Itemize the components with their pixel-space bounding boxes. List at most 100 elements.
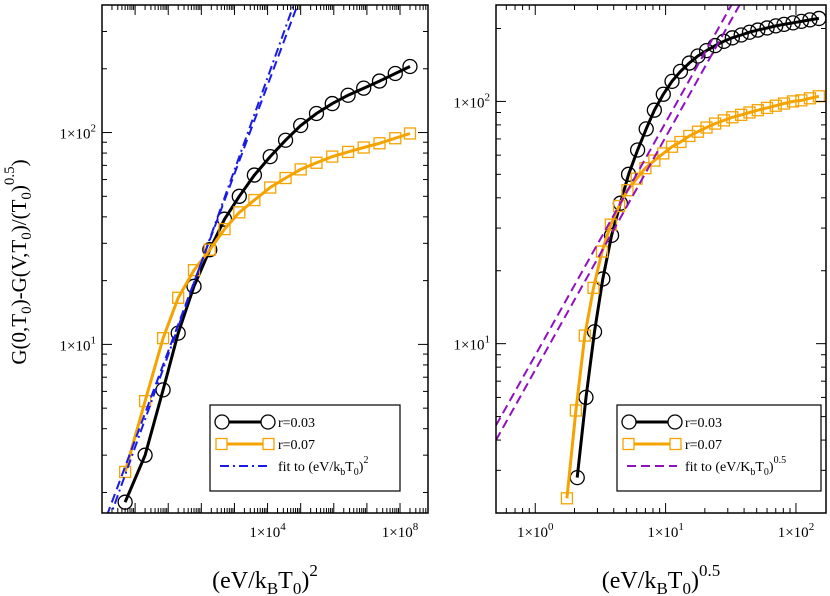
left-legend-label: r=0.07 (278, 438, 315, 453)
right-y-tick-label: 1×102 (454, 91, 490, 111)
right-data-point-square (786, 95, 800, 108)
right-data-point-square (769, 99, 782, 112)
left-data-point-square (172, 291, 185, 304)
right-legend-label: r=0.03 (685, 416, 722, 431)
right-data-point-circle (793, 13, 810, 30)
right-x-axis-label: (eV/kBT0)0.5 (602, 561, 720, 596)
right-data-point-circle (733, 27, 749, 43)
left-data-point-square (357, 141, 370, 154)
right-data-point-square (803, 92, 817, 105)
left-panel: 1×104 1×108 1×101 1×102 r=0.03 r=0.07 fit to … (60, 4, 429, 541)
left-data-point-square (156, 332, 170, 345)
right-data-point-square (760, 101, 774, 115)
left-x-tick-label: 1×108 (382, 521, 419, 541)
right-data-point-square (587, 281, 600, 294)
right-data-point-square (709, 117, 722, 130)
right-y-tick-label: 1×101 (454, 334, 490, 354)
left-x-tick-label: 1×104 (249, 521, 286, 541)
right-data-point-circle (578, 389, 594, 406)
left-data-point-square (118, 465, 132, 479)
right-series-line-3 (496, 5, 733, 426)
right-data-point-circle (698, 42, 715, 59)
right-data-point-square (560, 492, 574, 505)
left-series-line-2 (110, 5, 295, 513)
left-data-point-square (279, 171, 292, 185)
right-data-point-square (569, 404, 583, 417)
right-data-point-circle (664, 73, 680, 89)
left-legend-label: r=0.03 (278, 416, 315, 431)
right-data-point-circle (655, 86, 671, 102)
left-data-point-square (233, 206, 246, 219)
right-legend-marker-circle (667, 414, 683, 430)
left-data-point-square (264, 181, 277, 194)
right-legend-marker-circle (621, 414, 637, 430)
right-data-point-circle (776, 16, 792, 33)
right-legend-marker-square (669, 437, 682, 451)
right-data-point-square (743, 106, 756, 119)
right-data-point-square (578, 329, 591, 342)
right-data-point-square (595, 245, 609, 258)
right-data-point-circle (638, 121, 654, 137)
right-data-point-square (751, 104, 764, 117)
right-x-tick-label: 1×101 (647, 521, 683, 541)
right-series-line-2 (496, 5, 741, 441)
right-data-point-circle (759, 20, 775, 36)
right-series-line-0 (575, 16, 820, 478)
right-legend-label: r=0.07 (685, 438, 722, 453)
left-data-point-circle (293, 117, 309, 134)
left-data-point-circle (246, 167, 263, 183)
left-data-point-circle (202, 242, 218, 258)
right-panel: 1×100 1×101 1×102 1×101 1×102 r=0.03 r=0.07 fi… (454, 4, 827, 541)
left-data-point-circle (340, 87, 356, 103)
right-data-point-square (735, 108, 748, 122)
left-data-point-circle (371, 73, 388, 89)
right-data-point-circle (724, 30, 740, 46)
right-data-point-square (700, 121, 713, 134)
left-legend-marker-square (262, 437, 275, 451)
left-y-tick-label: 1×102 (60, 123, 96, 143)
right-data-point-square (777, 97, 791, 110)
right-series-line-1 (565, 94, 820, 499)
left-data-point-square (294, 163, 307, 176)
left-data-point-circle (137, 447, 153, 463)
left-legend-label: fit to (eV/kbT0)2 (278, 455, 368, 478)
right-data-point-circle (646, 102, 663, 118)
left-data-point-square (326, 150, 339, 163)
left-data-point-circle (262, 148, 278, 165)
left-data-point-square (310, 156, 323, 169)
left-x-axis-label: (eV/kBT0)2 (212, 561, 318, 596)
left-plot-frame (101, 4, 429, 514)
right-data-point-square (657, 147, 670, 160)
right-data-point-circle (629, 142, 646, 158)
right-data-point-circle (603, 227, 620, 243)
right-data-point-square (621, 184, 634, 197)
left-legend-marker-circle (260, 414, 276, 430)
left-data-point-circle (277, 132, 294, 148)
right-data-point-circle (785, 15, 801, 31)
left-data-point-circle (308, 105, 325, 122)
left-data-point-circle (402, 58, 418, 75)
right-data-point-square (665, 140, 679, 153)
right-data-point-circle (672, 63, 689, 80)
left-series-line-3 (106, 5, 299, 513)
right-data-point-square (691, 125, 705, 138)
left-data-point-square (218, 222, 231, 236)
right-data-point-square (683, 129, 696, 143)
y-axis-label: G(0,T0)-G(V,T0)/(T0)0.5) (2, 159, 35, 364)
left-data-point-square (403, 127, 417, 140)
left-legend-marker-square (215, 437, 228, 451)
right-data-point-square (717, 114, 731, 127)
left-data-point-square (248, 193, 261, 207)
left-data-point-circle (356, 80, 372, 96)
left-data-point-square (203, 243, 216, 256)
right-legend-box (616, 404, 822, 492)
right-x-tick-label: 1×102 (778, 521, 814, 541)
right-data-point-circle (586, 324, 603, 340)
left-data-point-circle (387, 65, 403, 82)
right-data-point-circle (802, 12, 818, 28)
left-series-line-1 (123, 132, 411, 473)
left-data-point-circle (186, 278, 202, 294)
left-data-point-square (389, 132, 402, 145)
right-data-point-circle (768, 18, 784, 34)
